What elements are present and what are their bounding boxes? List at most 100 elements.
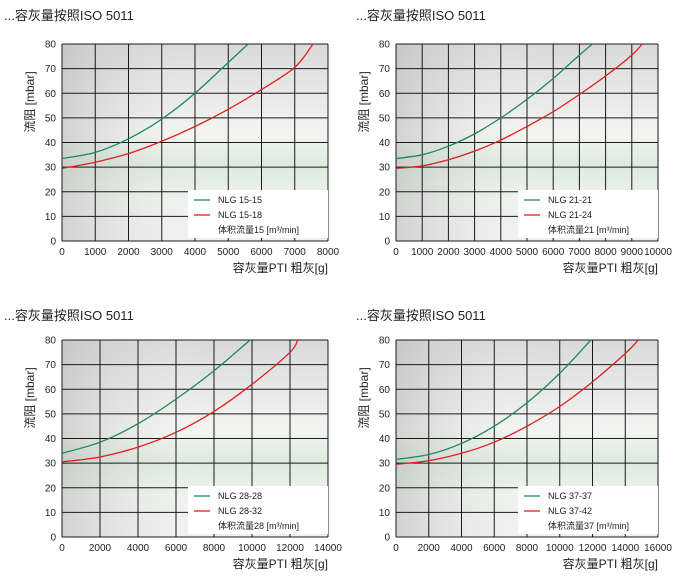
y-tick-label: 20 [45, 187, 57, 198]
legend-entry: NLG 37-42 [548, 506, 592, 516]
y-tick-label: 40 [45, 434, 57, 445]
x-tick-label: 3000 [151, 247, 174, 258]
y-tick-label: 20 [379, 187, 391, 198]
y-tick-label: 50 [379, 409, 391, 420]
legend-box [518, 486, 658, 534]
y-tick-label: 70 [379, 360, 391, 371]
x-tick-label: 5000 [217, 247, 240, 258]
x-axis-label: 容灰量PTI 粗灰[g] [563, 556, 658, 571]
y-tick-label: 60 [379, 385, 391, 396]
legend-box [188, 486, 328, 534]
x-tick-label: 0 [59, 543, 65, 554]
x-tick-label: 8000 [516, 543, 539, 554]
x-tick-label: 12000 [579, 543, 607, 554]
chart-panel-4: ...容灰量按照ISO 5011 0 2000 4000 6000 8000 10000 12… [356, 308, 672, 571]
y-tick-label: 40 [45, 138, 57, 149]
y-tick-label: 40 [379, 138, 391, 149]
y-tick-label: 50 [379, 113, 391, 124]
chart-title: ...容灰量按照ISO 5011 [356, 8, 486, 23]
x-tick-label: 8000 [203, 543, 226, 554]
legend-entry: NLG 28-32 [218, 506, 262, 516]
y-axis-label: 流阻 [mbar] [23, 71, 37, 132]
x-axis-label: 容灰量PTI 粗灰[g] [233, 260, 328, 275]
y-tick-label: 70 [379, 64, 391, 75]
legend-volume-flow: 体积流量28 [m³/min] [218, 520, 299, 531]
y-tick-label: 0 [384, 237, 390, 248]
x-tick-label: 1000 [411, 247, 434, 258]
legend-entry: NLG 15-15 [218, 195, 262, 205]
y-tick-label: 80 [379, 336, 391, 347]
y-tick-label: 30 [45, 163, 57, 174]
y-tick-label: 80 [379, 40, 391, 51]
series-line-2 [395, 43, 643, 170]
x-tick-label: 5000 [516, 247, 539, 258]
legend-volume-flow: 体积流量37 [m³/min] [548, 520, 629, 531]
legend-entry: NLG 15-18 [218, 210, 262, 220]
x-tick-label: 7000 [284, 247, 307, 258]
x-tick-label: 6000 [250, 247, 273, 258]
series-line-2 [61, 339, 299, 463]
x-tick-label: 2000 [418, 543, 441, 554]
x-tick-label: 14000 [314, 543, 342, 554]
chart-panel-3: ...容灰量按照ISO 5011 0 2000 4000 6000 8000 10000 12… [4, 308, 342, 571]
y-tick-label: 60 [45, 385, 57, 396]
legend-box [518, 190, 658, 238]
legend: NLG 37-37 NLG 37-42 体积流量37 [m³/min] [518, 486, 658, 534]
series-line-2 [61, 43, 314, 169]
y-tick-label: 80 [45, 40, 57, 51]
legend-entry: NLG 37-37 [548, 491, 592, 501]
y-axis-label: 流阻 [mbar] [357, 367, 371, 428]
y-tick-label: 40 [379, 434, 391, 445]
legend-entry: NLG 28-28 [218, 491, 262, 501]
y-tick-label: 80 [45, 336, 57, 347]
legend-entry: NLG 21-24 [548, 210, 592, 220]
series-line-1 [395, 339, 592, 461]
x-tick-label: 16000 [644, 543, 672, 554]
y-tick-label: 0 [50, 533, 56, 544]
x-tick-label: 12000 [276, 543, 304, 554]
x-axis-label: 容灰量PTI 粗灰[g] [233, 556, 328, 571]
x-tick-label: 1000 [84, 247, 107, 258]
y-axis-label: 流阻 [mbar] [357, 71, 371, 132]
x-tick-label: 4000 [450, 543, 473, 554]
y-tick-label: 10 [379, 508, 391, 519]
x-tick-label: 8000 [594, 247, 617, 258]
legend-entry: NLG 21-21 [548, 195, 592, 205]
x-tick-label: 9000 [621, 247, 644, 258]
x-tick-label: 4000 [127, 543, 150, 554]
y-tick-label: 50 [45, 409, 57, 420]
legend-volume-flow: 体积流量15 [m³/min] [218, 224, 299, 235]
legend: NLG 15-15 NLG 15-18 体积流量15 [m³/min] [188, 190, 328, 238]
y-tick-label: 0 [384, 533, 390, 544]
x-tick-label: 10000 [546, 543, 574, 554]
series-line-1 [61, 43, 249, 160]
y-axis-label: 流阻 [mbar] [23, 367, 37, 428]
x-tick-label: 6000 [165, 543, 188, 554]
x-tick-label: 0 [393, 543, 399, 554]
series-line-1 [61, 339, 251, 454]
legend: NLG 21-21 NLG 21-24 体积流量21 [m³/min] [518, 190, 658, 238]
x-tick-label: 3000 [463, 247, 486, 258]
y-tick-label: 70 [45, 64, 57, 75]
y-tick-label: 20 [379, 483, 391, 494]
x-tick-label: 4000 [490, 247, 513, 258]
x-tick-label: 14000 [611, 543, 639, 554]
x-tick-label: 6000 [483, 543, 506, 554]
x-tick-label: 7000 [568, 247, 591, 258]
legend-volume-flow: 体积流量21 [m³/min] [548, 224, 629, 235]
y-tick-label: 10 [379, 212, 391, 223]
x-tick-label: 0 [393, 247, 399, 258]
x-tick-label: 10000 [238, 543, 266, 554]
chart-title: ...容灰量按照ISO 5011 [4, 308, 134, 323]
y-tick-label: 10 [45, 508, 57, 519]
y-tick-label: 30 [379, 459, 391, 470]
x-tick-label: 2000 [117, 247, 140, 258]
x-tick-label: 2000 [89, 543, 112, 554]
x-tick-label: 0 [59, 247, 65, 258]
y-tick-label: 50 [45, 113, 57, 124]
series-line-2 [395, 339, 639, 466]
y-tick-label: 30 [379, 163, 391, 174]
y-tick-label: 60 [45, 89, 57, 100]
